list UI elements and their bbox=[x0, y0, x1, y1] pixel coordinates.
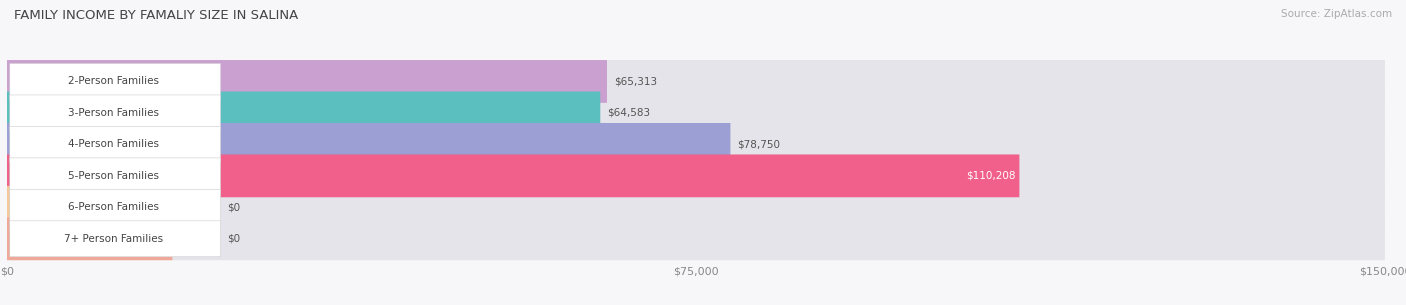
FancyBboxPatch shape bbox=[10, 63, 221, 99]
Text: $78,750: $78,750 bbox=[737, 139, 780, 149]
Text: 7+ Person Families: 7+ Person Families bbox=[65, 234, 163, 244]
FancyBboxPatch shape bbox=[7, 92, 600, 134]
FancyBboxPatch shape bbox=[7, 217, 1385, 260]
FancyBboxPatch shape bbox=[10, 221, 221, 257]
Text: 6-Person Families: 6-Person Families bbox=[69, 202, 159, 212]
Text: Source: ZipAtlas.com: Source: ZipAtlas.com bbox=[1281, 9, 1392, 19]
FancyBboxPatch shape bbox=[10, 158, 221, 194]
Text: FAMILY INCOME BY FAMALIY SIZE IN SALINA: FAMILY INCOME BY FAMALIY SIZE IN SALINA bbox=[14, 9, 298, 22]
Text: 3-Person Families: 3-Person Families bbox=[69, 108, 159, 118]
FancyBboxPatch shape bbox=[7, 123, 731, 166]
FancyBboxPatch shape bbox=[10, 189, 221, 225]
FancyBboxPatch shape bbox=[10, 126, 221, 162]
FancyBboxPatch shape bbox=[7, 186, 173, 229]
Text: $64,583: $64,583 bbox=[607, 108, 651, 118]
Text: $65,313: $65,313 bbox=[614, 77, 657, 86]
FancyBboxPatch shape bbox=[7, 154, 1385, 197]
Text: 2-Person Families: 2-Person Families bbox=[69, 77, 159, 86]
Text: 5-Person Families: 5-Person Families bbox=[69, 171, 159, 181]
FancyBboxPatch shape bbox=[7, 123, 1385, 166]
Text: $0: $0 bbox=[228, 202, 240, 212]
FancyBboxPatch shape bbox=[7, 217, 173, 260]
FancyBboxPatch shape bbox=[7, 60, 607, 103]
FancyBboxPatch shape bbox=[7, 92, 1385, 134]
FancyBboxPatch shape bbox=[7, 186, 1385, 229]
Text: $110,208: $110,208 bbox=[966, 171, 1015, 181]
Text: $0: $0 bbox=[228, 234, 240, 244]
FancyBboxPatch shape bbox=[7, 154, 1019, 197]
FancyBboxPatch shape bbox=[10, 95, 221, 131]
Text: 4-Person Families: 4-Person Families bbox=[69, 139, 159, 149]
FancyBboxPatch shape bbox=[7, 60, 1385, 103]
